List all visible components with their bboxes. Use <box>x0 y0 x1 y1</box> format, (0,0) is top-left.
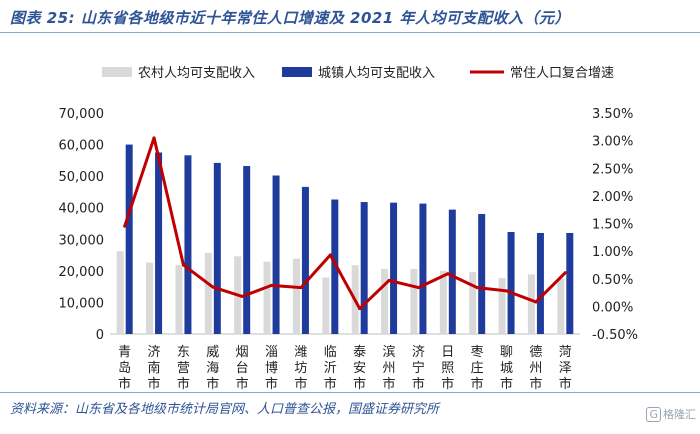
source-divider <box>0 392 700 393</box>
growth-point <box>563 271 567 275</box>
bar-rural <box>439 270 447 334</box>
bar-rural <box>322 277 330 334</box>
category-label: 聊城市 <box>500 345 513 390</box>
y-right-tick-label: 0.50% <box>592 273 633 288</box>
bar-rural <box>381 268 389 334</box>
bar-urban <box>301 186 309 334</box>
bar-urban <box>125 144 133 334</box>
bar-rural <box>263 261 271 334</box>
bar-rural <box>557 278 565 334</box>
growth-point <box>181 263 185 267</box>
y-right-tick-label: 0.00% <box>592 300 633 315</box>
bar-urban <box>213 162 221 334</box>
source-note: 资料来源：山东省及各地级市统计局官网、人口普查公报，国盛证券研究所 <box>10 402 440 417</box>
growth-point <box>299 286 303 290</box>
bar-rural <box>146 262 154 334</box>
bar-urban <box>478 214 486 334</box>
y-right-tick-label: 3.50% <box>592 107 633 122</box>
growth-line <box>123 136 567 311</box>
y-left-tick-label: 60,000 <box>59 139 105 154</box>
legend-swatch <box>102 67 132 77</box>
y-left-tick-label: 0 <box>96 328 104 343</box>
growth-point <box>211 285 215 289</box>
bar-urban <box>566 232 574 334</box>
category-label: 枣庄市 <box>471 345 484 390</box>
category-label: 潍坊市 <box>294 345 307 390</box>
legend-label: 常住人口复合增速 <box>510 66 614 81</box>
category-label: 淄博市 <box>265 345 278 390</box>
growth-point <box>270 283 274 287</box>
y-right-tick-label: 2.50% <box>592 162 633 177</box>
category-label: 临沂市 <box>324 345 337 390</box>
growth-point <box>446 272 450 276</box>
growth-point <box>328 253 332 257</box>
category-label: 烟台市 <box>236 345 249 390</box>
bar-rural <box>292 258 300 334</box>
growth-point <box>152 136 156 140</box>
category-label: 青岛市 <box>118 345 131 390</box>
growth-point <box>240 294 244 298</box>
category-label: 泰安市 <box>353 345 366 390</box>
y-left-tick-label: 30,000 <box>59 233 105 248</box>
y-left-tick-label: 70,000 <box>59 107 105 122</box>
bar-urban <box>243 166 251 334</box>
y-left-tick-label: 10,000 <box>59 296 105 311</box>
bar-urban <box>536 232 544 334</box>
y-left-tick-label: 50,000 <box>59 170 105 185</box>
bar-urban <box>360 202 368 334</box>
bar-urban <box>419 203 427 334</box>
watermark: G 格隆汇 <box>646 406 696 422</box>
y-left-tick-label: 20,000 <box>59 265 105 280</box>
legend-label: 农村人均可支配收入 <box>138 66 255 81</box>
y-right-tick-label: 1.50% <box>592 218 633 233</box>
bar-rural <box>410 268 418 334</box>
category-label: 德州市 <box>529 345 542 390</box>
category-label: 菏泽市 <box>559 345 572 390</box>
y-right-tick-label: 3.00% <box>592 135 633 150</box>
title-bar: 图表 25: 山东省各地级市近十年常住人口增速及 2021 年人均可支配收入（元… <box>0 0 700 33</box>
category-label: 东营市 <box>177 345 190 390</box>
category-label: 日照市 <box>441 345 454 390</box>
growth-point <box>416 286 420 290</box>
bar-urban <box>448 209 456 334</box>
legend-label: 城镇人均可支配收入 <box>318 66 435 81</box>
bar-urban <box>155 152 163 334</box>
y-left-tick-label: 40,000 <box>59 202 105 217</box>
y-right-tick-label: 2.00% <box>592 190 633 205</box>
bar-urban <box>331 199 339 334</box>
growth-point <box>475 286 479 290</box>
category-label: 滨州市 <box>383 344 396 390</box>
bar-urban <box>272 175 280 334</box>
growth-point <box>358 307 362 311</box>
growth-point <box>534 300 538 304</box>
bar-rural <box>527 274 535 334</box>
bar-rural <box>116 251 124 334</box>
bar-urban <box>390 202 398 334</box>
figure-title: 图表 25: 山东省各地级市近十年常住人口增速及 2021 年人均可支配收入（元… <box>10 9 571 27</box>
bar-rural <box>204 252 212 334</box>
category-label: 济南市 <box>148 345 161 390</box>
legend-swatch <box>282 67 312 77</box>
watermark-logo-icon: G <box>646 407 661 422</box>
combo-chart: 0 10,000 20,000 30,000 40,000 50,000 60,000 70,… <box>59 66 639 390</box>
growth-point <box>505 289 509 293</box>
bar-rural <box>498 278 506 334</box>
category-label: 威海市 <box>206 345 219 390</box>
watermark-text: 格隆汇 <box>663 408 696 421</box>
growth-point <box>387 278 391 282</box>
y-right-tick-label: -0.50% <box>592 328 638 343</box>
growth-point <box>123 224 127 228</box>
bar-urban <box>507 232 515 334</box>
bar-rural <box>175 265 183 334</box>
category-label: 济宁市 <box>412 345 425 390</box>
y-right-tick-label: 1.00% <box>592 245 633 260</box>
bar-rural <box>469 272 477 334</box>
bar-urban <box>184 155 192 334</box>
